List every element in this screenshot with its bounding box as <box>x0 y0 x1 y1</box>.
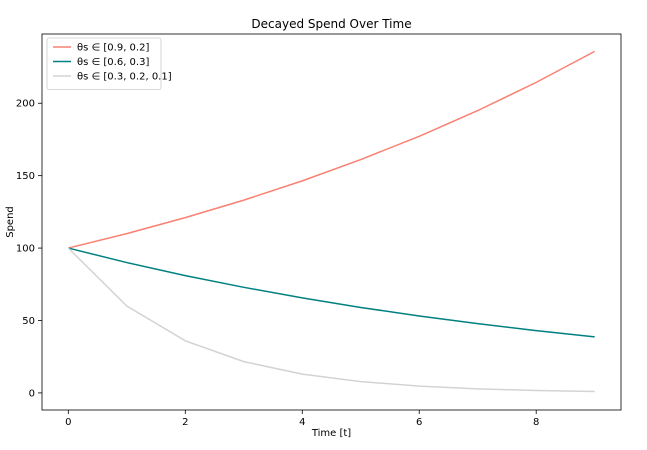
x-tick-label: 0 <box>65 417 71 428</box>
y-tick-label: 0 <box>29 388 35 399</box>
y-axis-label: Spend <box>5 206 16 238</box>
x-tick-label: 2 <box>182 417 188 428</box>
x-tick-label: 4 <box>299 417 305 428</box>
legend-label-2: θs ∈ [0.6, 0.3] <box>77 57 149 68</box>
y-tick-label: 200 <box>16 99 35 110</box>
x-axis: 0 2 4 6 8 <box>65 410 539 428</box>
legend: θs ∈ [0.9, 0.2] θs ∈ [0.6, 0.3] θs ∈ [0.3,… <box>46 37 172 90</box>
legend-box <box>46 37 162 90</box>
chart-title: Decayed Spend Over Time <box>251 17 411 31</box>
plot-frame <box>41 33 622 411</box>
x-tick-label: 6 <box>416 417 422 428</box>
y-axis: 0 50 100 150 200 <box>16 99 42 399</box>
y-tick-label: 100 <box>16 244 35 255</box>
plot-area <box>41 33 622 411</box>
legend-label-3: θs ∈ [0.3, 0.2, 0.1] <box>77 72 172 83</box>
x-axis-label: Time [t] <box>311 428 351 439</box>
x-tick-label: 8 <box>533 417 539 428</box>
y-tick-label: 150 <box>16 171 35 182</box>
series-line-1 <box>68 50 596 249</box>
series-line-3 <box>67 247 595 393</box>
y-tick-label: 50 <box>22 316 35 327</box>
series-line-2 <box>68 247 595 338</box>
legend-label-1: θs ∈ [0.9, 0.2] <box>77 43 149 54</box>
